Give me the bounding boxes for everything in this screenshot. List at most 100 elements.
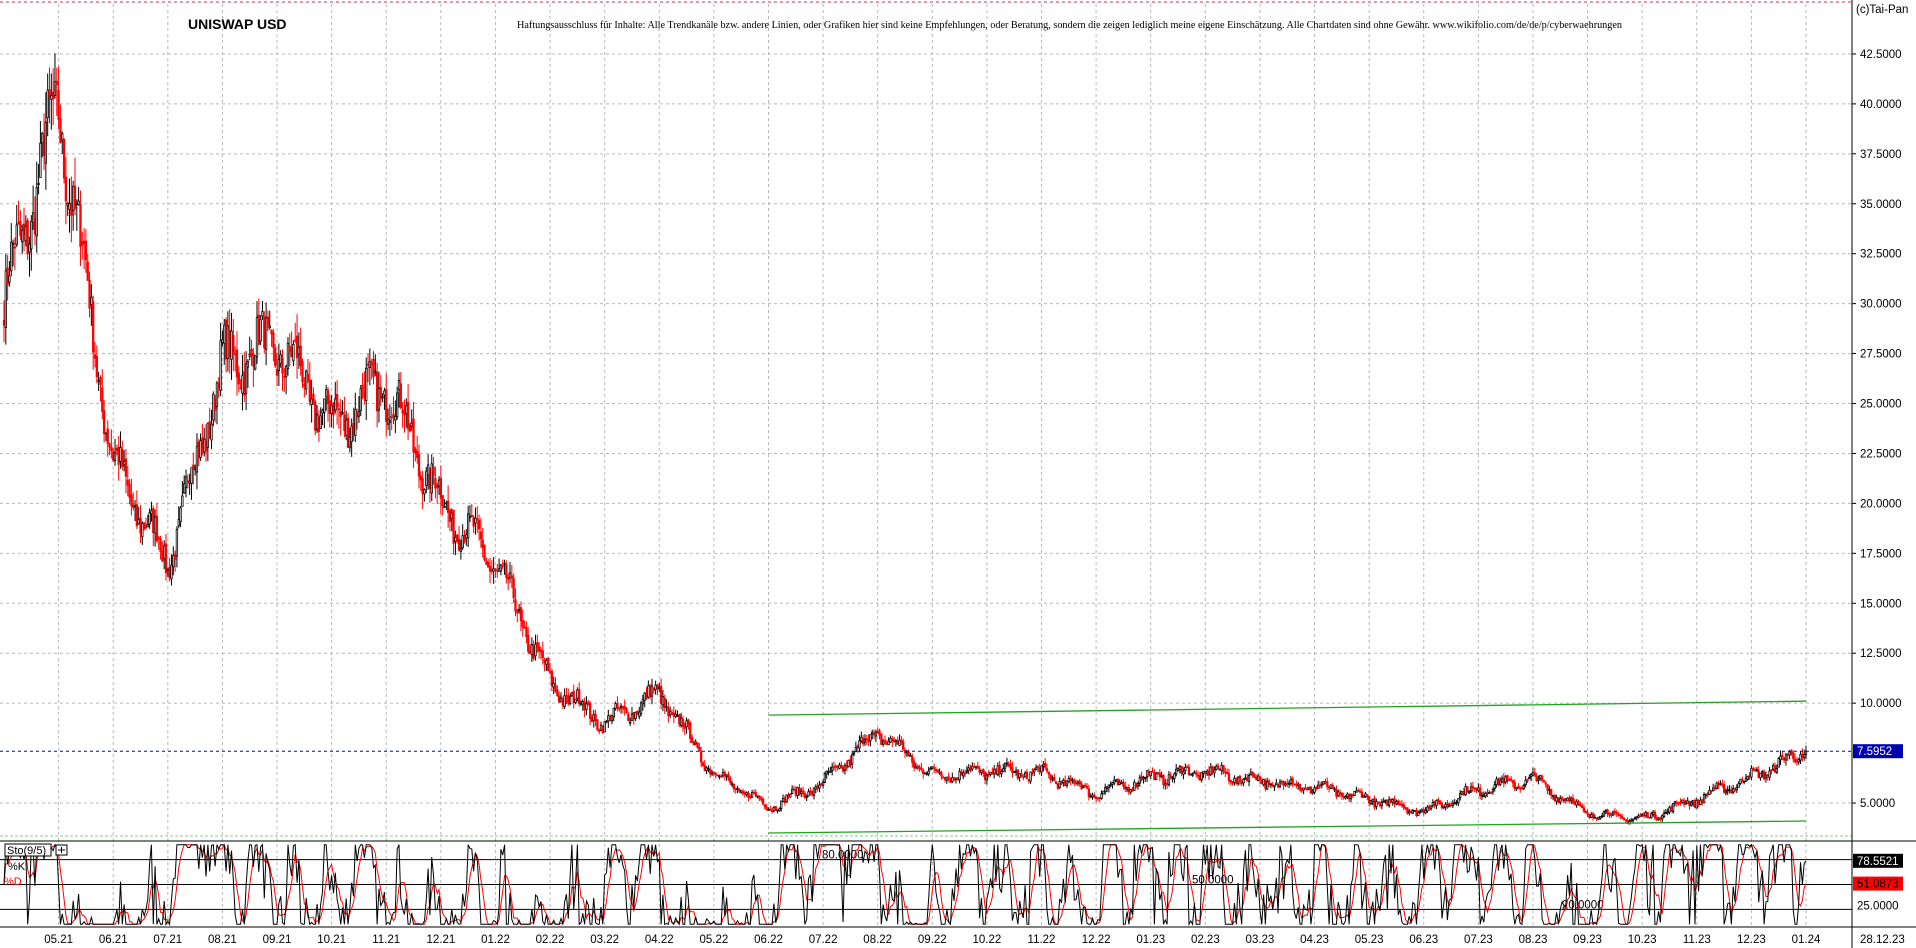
candle-body [30, 220, 33, 250]
candle-body [95, 356, 98, 378]
candle [93, 341, 97, 368]
candle-body [1786, 753, 1789, 756]
candle-body [490, 568, 493, 572]
candle [1786, 752, 1789, 761]
candle [1400, 800, 1404, 808]
candle-body [122, 461, 126, 466]
candle [1531, 767, 1535, 777]
candle-body [1182, 771, 1185, 775]
x-tick-label: 07.23 [1464, 934, 1493, 946]
candle-body [88, 279, 91, 309]
candle [554, 677, 557, 693]
candle [1757, 766, 1760, 779]
candle [1087, 784, 1090, 801]
candle [727, 771, 730, 781]
candle [235, 331, 239, 396]
candle [508, 562, 512, 584]
candle [776, 809, 779, 814]
candle-body [1000, 770, 1003, 775]
candle [1688, 800, 1691, 810]
candle [1073, 778, 1076, 787]
candle-body [195, 446, 199, 473]
candle-body [1382, 800, 1385, 803]
candle [585, 696, 588, 716]
candle [1408, 808, 1411, 816]
candle [1546, 784, 1549, 795]
candle [709, 766, 712, 778]
candle-body [634, 711, 637, 720]
candle-body [468, 515, 472, 518]
candle-body [1238, 775, 1242, 782]
candle [1149, 771, 1152, 780]
candle-body [521, 619, 524, 628]
candle [552, 676, 555, 695]
candle [1752, 766, 1755, 772]
candle-body [1739, 778, 1742, 785]
candle-body [698, 746, 701, 752]
candle [450, 508, 453, 532]
candle [954, 777, 958, 784]
candle [1023, 770, 1027, 778]
candle [1388, 796, 1391, 808]
candle [1380, 799, 1384, 810]
candle-body [1169, 775, 1172, 779]
candle [243, 352, 246, 402]
candle [1034, 764, 1038, 771]
candle-body [1038, 767, 1041, 773]
candle-body [70, 202, 73, 216]
candle-body [614, 703, 617, 709]
candle-body [281, 357, 284, 374]
candle-body [1630, 819, 1633, 822]
candle-body [792, 788, 796, 791]
candle-body [1411, 809, 1414, 814]
candle [372, 351, 375, 385]
candle [1118, 779, 1121, 786]
candle-body [767, 809, 770, 811]
candle-body [831, 766, 834, 771]
x-tick-label: 02.23 [1191, 934, 1220, 946]
candle-body [386, 418, 390, 425]
candle-body [561, 698, 564, 706]
candle [1191, 772, 1194, 777]
candle [683, 722, 686, 735]
candle [1457, 798, 1460, 807]
candle [916, 764, 919, 771]
candle-body [550, 670, 554, 686]
candle [601, 725, 604, 734]
candle-body [1766, 774, 1769, 777]
candle [1267, 778, 1271, 787]
candle-body [1347, 793, 1351, 800]
candle [718, 774, 721, 780]
last-date-label: 28.12.23 [1860, 934, 1905, 946]
candle [594, 709, 597, 727]
candle-body [1444, 803, 1447, 808]
candle [328, 394, 331, 428]
candle-body [649, 684, 652, 697]
candle-body [507, 576, 510, 580]
candle [164, 533, 168, 581]
candle-body [994, 769, 998, 775]
candle [421, 470, 424, 510]
candle-body [1446, 803, 1449, 808]
candle-body [603, 721, 606, 733]
candle [1307, 786, 1311, 790]
candle-body [685, 720, 688, 728]
candle [108, 442, 111, 456]
candle-body [299, 345, 302, 366]
candle [541, 641, 544, 665]
candle [1202, 770, 1205, 778]
candle [488, 557, 492, 584]
candle [64, 156, 68, 225]
candle [883, 735, 887, 745]
candle-body [1158, 772, 1161, 778]
candle [838, 762, 841, 770]
candle-body [525, 627, 528, 637]
candle-body [321, 409, 324, 414]
candle-body [902, 741, 905, 750]
candle [723, 770, 726, 781]
candle-body [816, 785, 819, 789]
candle [1280, 779, 1283, 785]
candle [117, 435, 120, 481]
candle [11, 239, 15, 267]
candle [1746, 775, 1749, 781]
